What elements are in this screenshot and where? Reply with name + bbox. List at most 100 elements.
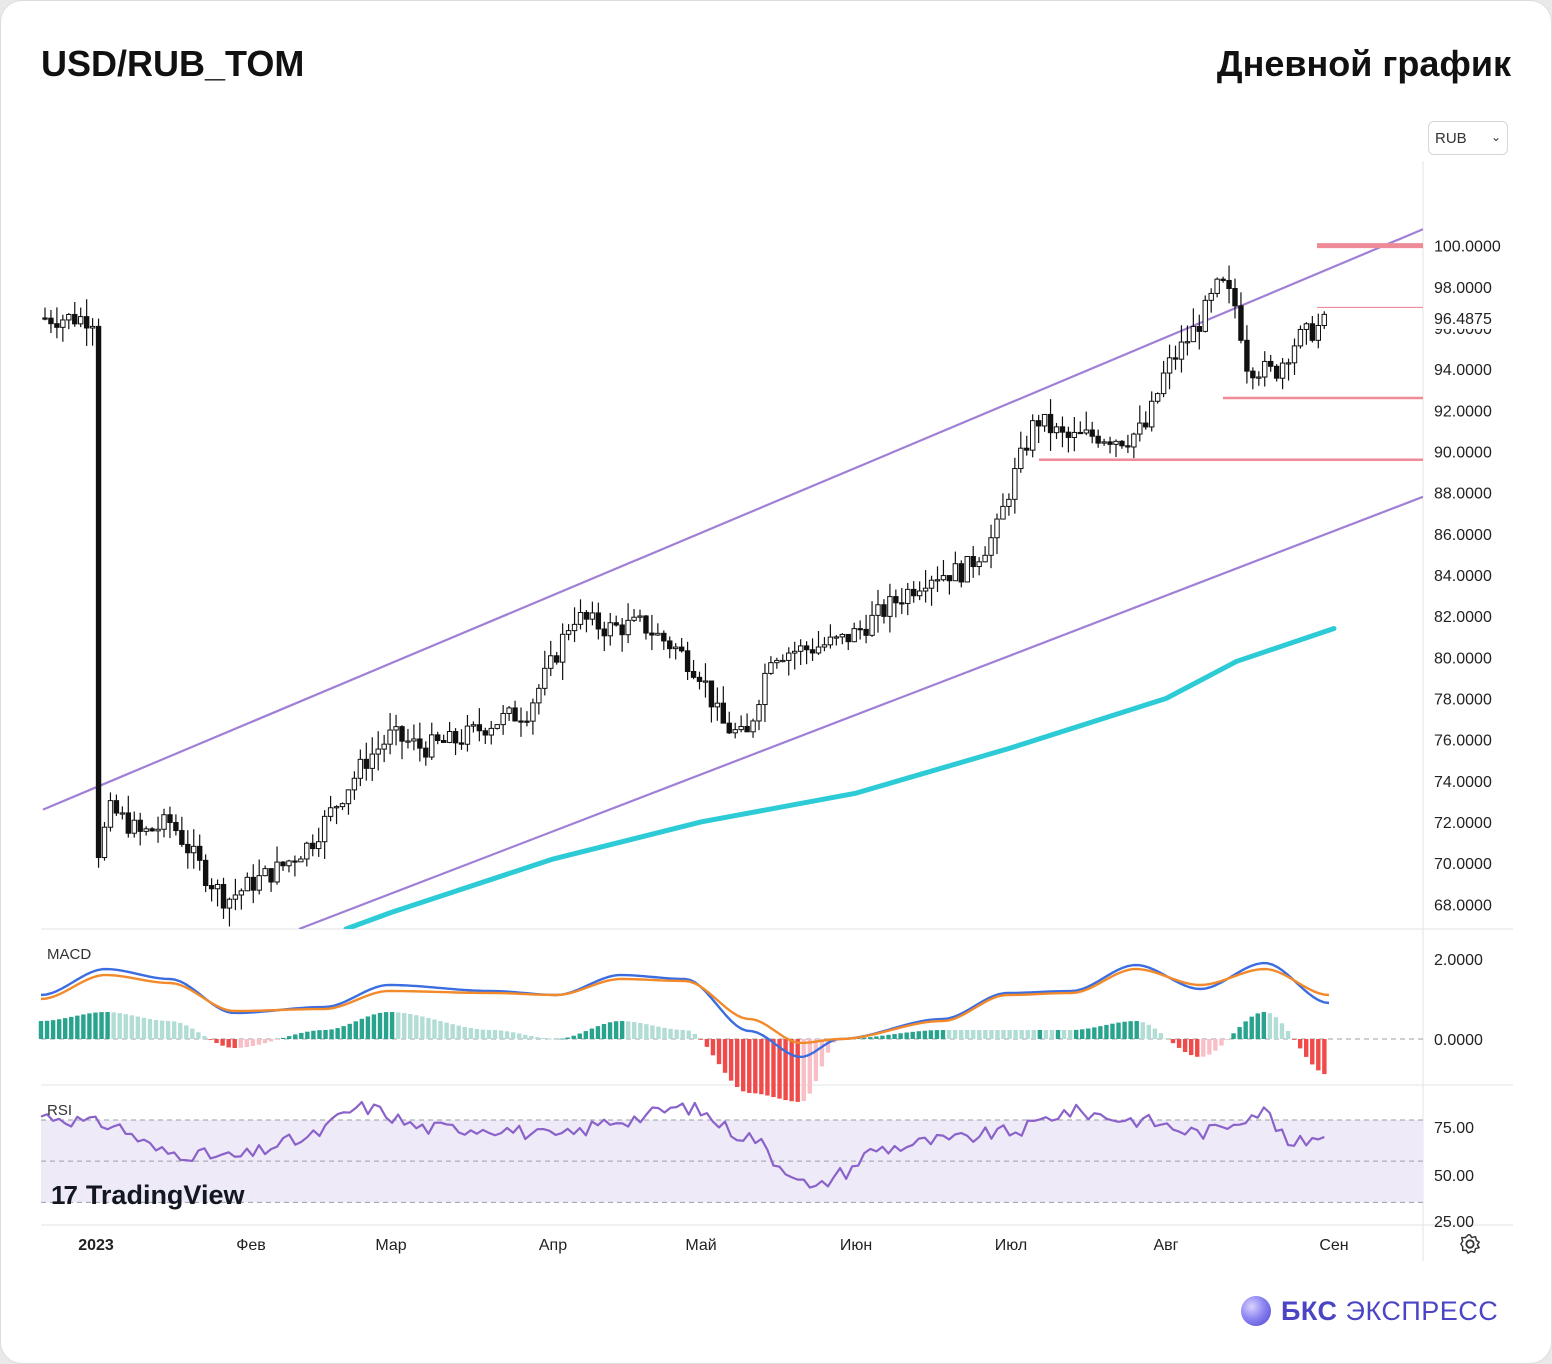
candle xyxy=(1024,435,1030,456)
macd-histogram-bar xyxy=(1176,1039,1182,1048)
candle-body xyxy=(1190,326,1197,343)
macd-histogram-bar xyxy=(971,1030,976,1039)
candle-body xyxy=(881,604,887,617)
macd-histogram-bar xyxy=(480,1029,486,1039)
macd-histogram-bar xyxy=(359,1018,365,1039)
candle xyxy=(964,556,970,583)
macd-histogram-bar xyxy=(99,1012,104,1039)
candle xyxy=(1047,399,1054,451)
candle xyxy=(869,601,875,637)
candle-body xyxy=(655,632,661,636)
macd-histogram-bar xyxy=(1080,1029,1085,1039)
macd-histogram-bar xyxy=(56,1019,62,1039)
candle xyxy=(179,816,185,847)
macd-histogram-bar xyxy=(983,1030,988,1039)
candle-body xyxy=(1303,323,1310,330)
macd-histogram-bar xyxy=(898,1033,903,1039)
macd-histogram-bar xyxy=(632,1022,637,1039)
candle xyxy=(518,707,524,737)
candle xyxy=(333,805,340,825)
candle xyxy=(881,599,887,624)
candle xyxy=(1125,434,1131,454)
candle xyxy=(1113,439,1119,458)
candle xyxy=(809,638,816,661)
candle xyxy=(1006,493,1012,516)
macd-histogram-bar xyxy=(1104,1024,1109,1039)
candle xyxy=(911,581,917,603)
candle-body xyxy=(1077,431,1083,435)
candle xyxy=(643,615,649,640)
macd-histogram-bar xyxy=(668,1028,673,1039)
candle-body xyxy=(583,611,590,620)
candle-body xyxy=(1131,433,1137,448)
candle xyxy=(345,789,352,815)
candle xyxy=(95,318,102,868)
macd-histogram-bar xyxy=(329,1029,334,1039)
macd-signal-line xyxy=(40,967,1330,1045)
macd-histogram-bar xyxy=(1073,1029,1079,1039)
candle-body xyxy=(482,730,489,736)
candle-body xyxy=(464,725,471,745)
macd-histogram-bar xyxy=(420,1016,425,1039)
candle xyxy=(167,806,173,839)
candle xyxy=(905,582,911,616)
candle-body xyxy=(708,680,715,708)
price-tick-label: 80.0000 xyxy=(1434,650,1492,667)
candle xyxy=(423,741,429,766)
candle-body xyxy=(208,885,215,890)
macd-histogram-bar xyxy=(1213,1039,1218,1051)
macd-tick-label: 0.0000 xyxy=(1434,1032,1483,1049)
candle xyxy=(149,827,155,832)
candle-body xyxy=(595,612,602,630)
macd-histogram-bar xyxy=(468,1028,474,1039)
bks-logo: БКС ЭКСПРЕСС xyxy=(1241,1291,1498,1331)
macd-histogram-bar xyxy=(946,1030,952,1039)
candle-body xyxy=(78,316,84,325)
tradingview-logo: 17 TradingView xyxy=(51,1179,244,1211)
candle xyxy=(857,620,863,640)
macd-histogram-bar xyxy=(880,1035,885,1039)
macd-histogram-bar xyxy=(317,1030,322,1039)
candle xyxy=(470,721,477,733)
candle xyxy=(690,659,697,680)
macd-histogram-bar xyxy=(807,1039,813,1094)
candle-body xyxy=(797,645,804,652)
macd-histogram-bar xyxy=(692,1033,697,1039)
candle-body xyxy=(310,842,316,850)
candle-body xyxy=(559,633,566,663)
macd-histogram-bar xyxy=(656,1026,661,1039)
candle xyxy=(1178,325,1185,373)
candle xyxy=(232,878,239,911)
candle-body xyxy=(857,628,863,631)
price-tick-label: 98.0000 xyxy=(1434,280,1492,297)
macd-histogram-bar xyxy=(722,1039,728,1073)
candle-body xyxy=(179,830,185,845)
candle xyxy=(1238,292,1244,344)
macd-histogram-bar xyxy=(220,1039,225,1046)
macd-histogram-bar xyxy=(825,1039,831,1053)
candle-body xyxy=(1166,357,1173,374)
candle xyxy=(940,559,947,582)
candle-body xyxy=(809,649,816,654)
macd-histogram-bar xyxy=(135,1016,141,1039)
candle xyxy=(363,742,370,781)
candle xyxy=(440,734,447,743)
candle-body xyxy=(661,632,667,642)
macd-histogram-bar xyxy=(232,1039,237,1048)
candle-body xyxy=(958,563,964,583)
macd-histogram-bar xyxy=(323,1029,328,1039)
candle xyxy=(1053,422,1060,440)
candle xyxy=(946,575,953,595)
candle xyxy=(678,637,685,653)
macd-histogram-bar xyxy=(571,1035,576,1039)
candle-body xyxy=(803,645,810,651)
macd-histogram-bar xyxy=(710,1039,716,1056)
currency-select[interactable]: RUB ⌄ xyxy=(1428,121,1508,155)
candle xyxy=(756,699,762,731)
candle xyxy=(405,728,411,749)
macd-histogram-bar xyxy=(1037,1030,1043,1039)
macd-histogram-bar xyxy=(1013,1030,1018,1039)
candle-body xyxy=(673,646,679,650)
candle-body xyxy=(786,652,792,661)
gear-icon[interactable] xyxy=(1459,1233,1481,1255)
